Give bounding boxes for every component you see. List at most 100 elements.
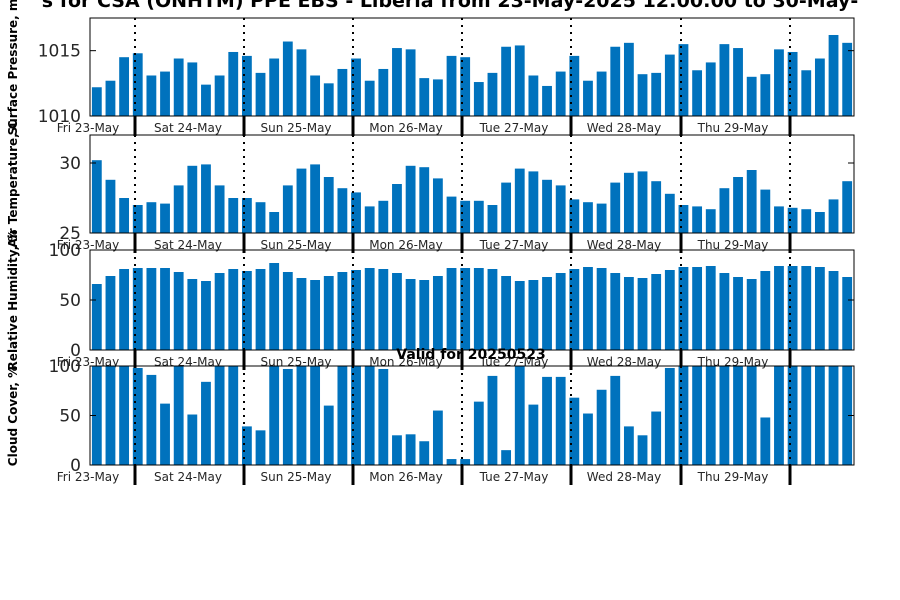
y-tick-label: 0 [70, 456, 81, 476]
bar [146, 75, 157, 116]
bar [351, 270, 361, 350]
bar [651, 274, 662, 350]
bar [446, 196, 457, 233]
bar [637, 435, 648, 465]
x-tick-label: Sun 25-May [260, 238, 331, 252]
bar [610, 182, 621, 233]
bar [555, 376, 566, 465]
y-tick-label: 100 [49, 357, 81, 377]
bar [460, 459, 471, 465]
bar [828, 366, 839, 465]
bar [596, 71, 607, 116]
x-tick-label: Tue 27-May [479, 238, 549, 252]
bar [651, 411, 662, 465]
bar [214, 75, 225, 116]
y-tick-label: 1015 [38, 42, 81, 62]
bar [623, 426, 634, 465]
x-tick-label: Fri 23-May [57, 121, 120, 135]
bar [774, 366, 784, 465]
bar [364, 80, 375, 116]
y-axis-label: Cloud Cover, % [6, 366, 20, 466]
axes-frame [89, 134, 855, 234]
bar [542, 277, 552, 350]
bar [337, 272, 348, 350]
bar [487, 375, 498, 465]
bar [610, 273, 621, 350]
bar [392, 435, 402, 465]
bar [201, 84, 211, 116]
bar [228, 51, 239, 116]
bar [241, 55, 252, 116]
bar [432, 276, 443, 350]
bar [146, 268, 157, 350]
bar [351, 58, 361, 116]
bar [337, 366, 348, 465]
x-tick-label: Wed 28-May [587, 355, 661, 369]
bar [91, 366, 102, 465]
bar [801, 366, 812, 465]
bar [419, 441, 430, 465]
bar [173, 185, 184, 233]
bar [774, 49, 784, 116]
bar [596, 389, 607, 465]
bar [528, 404, 539, 465]
bar [678, 44, 689, 116]
bar [446, 268, 457, 350]
bar [623, 42, 634, 116]
bar [651, 181, 662, 233]
bar [173, 58, 184, 116]
bar [392, 48, 402, 116]
bar [501, 46, 512, 116]
x-tick-label: Thu 29-May [697, 470, 769, 484]
bar [201, 381, 211, 465]
bar [146, 374, 157, 465]
bar [282, 368, 293, 465]
x-tick-label: Thu 29-May [697, 121, 769, 135]
bar [255, 430, 266, 465]
bar [255, 269, 266, 350]
bar [814, 366, 825, 465]
bar [678, 366, 689, 465]
bar [146, 202, 157, 233]
bar [501, 450, 512, 465]
bar [282, 272, 293, 350]
bar [419, 280, 430, 350]
panel-air-temperature: 25 30 Fri 23-May Sat 24-May Sun 25-May Mon 26… [6, 120, 855, 253]
x-tick-label: Mon 26-May [369, 470, 443, 484]
bar [487, 269, 498, 350]
bar [801, 209, 812, 233]
bar [719, 366, 730, 465]
bar [733, 366, 743, 465]
bar [160, 71, 170, 116]
y-axis-label: Air Temperature, C [6, 120, 20, 248]
bar [842, 366, 853, 465]
bar [187, 165, 198, 233]
bar [569, 269, 580, 350]
bar [378, 200, 389, 233]
bar [228, 366, 239, 465]
bar [787, 207, 798, 233]
bar [214, 273, 225, 350]
bar [310, 75, 321, 116]
bar [528, 171, 539, 233]
bar [719, 188, 730, 233]
bar [460, 200, 471, 233]
panels: 1010 1015 Fri 23-May Sat 24-May Sun 25-May Mo… [6, 0, 855, 485]
figure-subtitle: Valid for 20250523 [396, 347, 545, 363]
bar [323, 177, 334, 233]
bar [269, 58, 280, 116]
bar [173, 366, 184, 465]
bar [132, 53, 143, 116]
bar [337, 68, 348, 116]
bar [296, 366, 307, 465]
bar [760, 271, 771, 350]
bar [692, 267, 703, 350]
bar [583, 267, 593, 350]
bar [323, 276, 334, 350]
bar [746, 279, 757, 350]
x-tick-label: Fri 23-May [57, 238, 120, 252]
bar [201, 164, 211, 233]
x-tick-label: Fri 23-May [57, 470, 120, 484]
bar [364, 268, 375, 350]
bar [378, 368, 389, 465]
